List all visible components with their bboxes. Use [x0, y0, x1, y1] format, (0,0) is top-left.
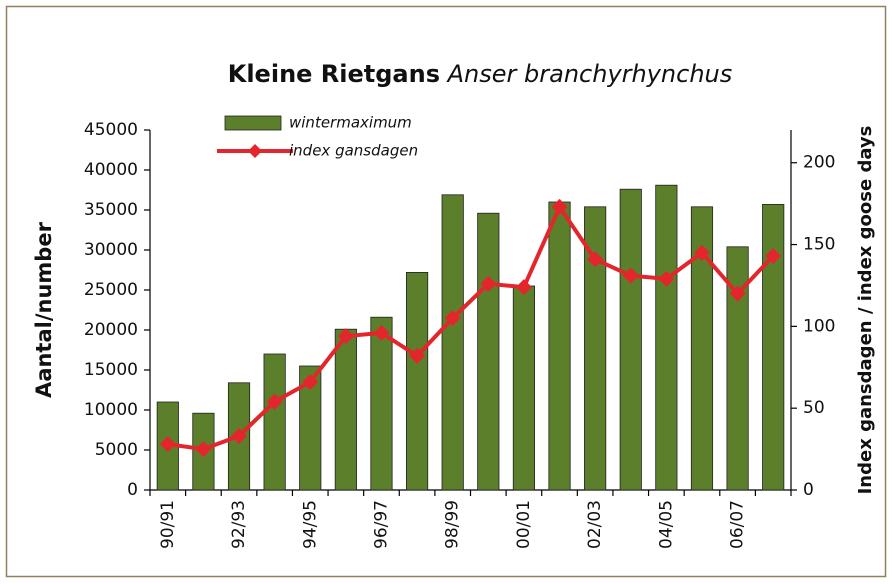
bar	[762, 203, 785, 491]
line-marker	[693, 244, 710, 261]
x-tick-label: 90/91	[158, 500, 178, 549]
y2-axis-label: Index gansdagen / index goose days	[855, 126, 876, 495]
y2-tick-label: 50	[803, 398, 825, 418]
bar	[334, 328, 357, 491]
bar	[263, 353, 286, 491]
line-marker	[622, 267, 639, 284]
y-tick-label: 30000	[84, 240, 138, 260]
line-marker	[373, 324, 390, 341]
y2-tick-label: 0	[803, 480, 814, 500]
line-marker	[658, 270, 675, 287]
bar	[299, 365, 322, 491]
x-tick-label: 94/95	[300, 500, 320, 549]
bar	[512, 285, 536, 491]
x-tick-label: 92/93	[229, 500, 249, 549]
bar	[584, 206, 607, 491]
y2-tick-label: 200	[803, 153, 835, 173]
bar	[655, 184, 678, 491]
line-marker	[444, 310, 461, 327]
y-tick-label: 0	[127, 480, 138, 500]
bar	[370, 316, 393, 491]
y-tick-label: 45000	[84, 120, 138, 140]
line-marker	[231, 428, 248, 444]
chart-title-group: Kleine Rietgans Anser branchyrhynchus	[228, 60, 733, 88]
line-marker	[266, 393, 283, 410]
x-tick-label: 02/03	[585, 500, 605, 549]
chart-title: Kleine Rietgans	[228, 60, 440, 88]
bar	[690, 206, 714, 491]
line-marker	[409, 347, 426, 364]
bar	[441, 194, 464, 491]
x-tick-label: 04/05	[656, 500, 676, 549]
line-marker	[159, 436, 176, 453]
line-marker	[195, 441, 212, 458]
y2-tick-label: 100	[803, 316, 835, 336]
bar	[726, 246, 749, 491]
y-tick-label: 5000	[95, 440, 138, 460]
bar	[548, 201, 571, 491]
line-marker	[587, 251, 604, 268]
y-tick-label: 10000	[84, 400, 138, 420]
line-marker	[551, 198, 568, 215]
line-marker	[765, 248, 782, 264]
x-tick-label: 06/07	[728, 500, 748, 549]
y-tick-label: 25000	[84, 280, 138, 300]
legend-marker	[248, 144, 262, 158]
line	[167, 204, 775, 452]
bar	[619, 188, 642, 491]
x-tick-label: 00/01	[514, 500, 534, 549]
line-marker	[515, 279, 532, 296]
y2-tick-label: 150	[803, 235, 835, 255]
y-tick-label: 40000	[84, 160, 138, 180]
y-tick-label: 20000	[84, 320, 138, 340]
line-marker	[337, 328, 354, 345]
y-axis-label: Aantal/number	[32, 221, 56, 398]
line-marker	[302, 374, 319, 390]
bar	[405, 271, 429, 491]
x-tick-label: 96/97	[371, 500, 391, 549]
y-tick-label: 35000	[84, 200, 138, 220]
line-marker	[729, 285, 746, 302]
chart-subtitle: Anser branchyrhynchus	[446, 60, 733, 88]
legend-label: index gansdagen	[289, 142, 418, 160]
legend-label: wintermaximum	[289, 114, 412, 132]
x-tick-label: 98/99	[443, 500, 463, 549]
legend-swatch	[224, 115, 282, 131]
line-marker	[480, 275, 497, 292]
y-tick-label: 15000	[84, 360, 138, 380]
bar	[477, 212, 500, 491]
